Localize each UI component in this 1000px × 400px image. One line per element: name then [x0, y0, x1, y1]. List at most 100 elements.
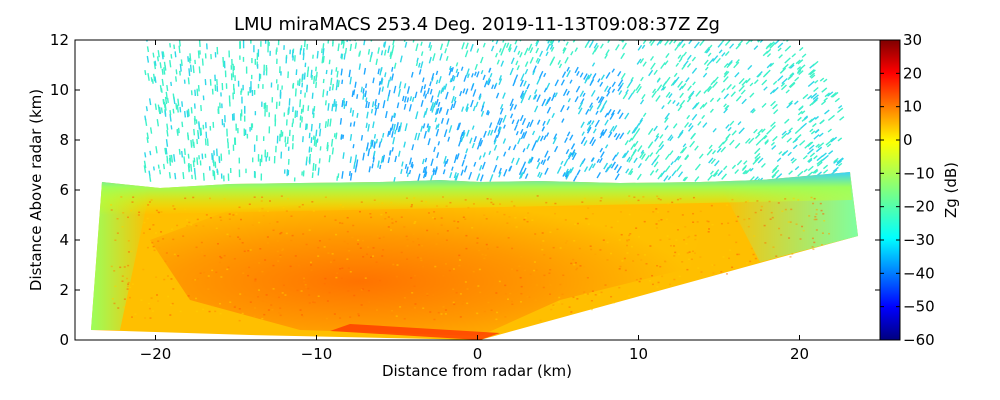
- echo-dash: [537, 171, 541, 177]
- echo-dash: [515, 60, 519, 66]
- cloud-speckle-cell: [812, 202, 815, 205]
- echo-dash: [380, 78, 384, 85]
- cloud-speckle-cell: [770, 211, 773, 214]
- echo-dash: [391, 66, 394, 72]
- echo-dash: [166, 129, 169, 137]
- echo-dash: [716, 97, 721, 102]
- echo-dash: [745, 40, 751, 45]
- echo-dash: [161, 68, 164, 75]
- echo-dash: [618, 90, 623, 95]
- echo-dash: [664, 112, 670, 120]
- cloud-speckle-cell: [195, 310, 198, 313]
- echo-dash: [189, 64, 192, 72]
- echo-dash: [605, 71, 611, 79]
- echo-dash: [179, 63, 182, 72]
- echo-dash: [416, 57, 419, 63]
- cloud-speckle-cell: [382, 236, 385, 238]
- echo-dash: [334, 101, 337, 107]
- echo-dash: [498, 117, 503, 126]
- echo-dash: [637, 145, 643, 152]
- echo-dash: [364, 90, 367, 98]
- echo-dash: [436, 152, 440, 159]
- cloud-speckle-cell: [261, 196, 264, 198]
- echo-dash: [752, 158, 759, 165]
- echo-dash: [448, 65, 452, 71]
- surface-strip: [330, 324, 500, 340]
- echo-dash: [695, 90, 702, 97]
- echo-dash: [566, 90, 570, 96]
- echo-dash: [406, 172, 410, 177]
- cloud-speckle-cell: [526, 220, 529, 223]
- echo-dash: [715, 57, 721, 64]
- echo-dash: [327, 40, 330, 44]
- cloud-speckle-cell: [656, 286, 659, 288]
- echo-dash: [163, 67, 166, 75]
- cloud-speckle-cell: [690, 258, 693, 261]
- echo-dash: [537, 158, 541, 163]
- echo-dash: [168, 172, 171, 179]
- echo-dash: [164, 147, 167, 155]
- cloud-speckle-cell: [815, 218, 818, 221]
- cloud-speckle-cell: [600, 291, 603, 294]
- echo-dash: [159, 169, 162, 175]
- echo-dash: [790, 157, 795, 162]
- echo-dash: [710, 80, 716, 86]
- echo-dash: [631, 126, 637, 134]
- cloud-speckle-cell: [313, 301, 316, 304]
- echo-dash: [663, 117, 669, 123]
- echo-dash: [561, 118, 565, 123]
- echo-dash: [540, 159, 544, 165]
- echo-dash: [605, 144, 609, 149]
- cloud-speckle-cell: [335, 233, 338, 236]
- cloud-speckle-cell: [381, 202, 384, 204]
- cloud-speckle-cell: [219, 312, 222, 315]
- cloud-speckle-cell: [340, 277, 343, 280]
- echo-dash: [529, 119, 534, 128]
- echo-dash: [770, 141, 775, 146]
- echo-dash: [592, 163, 596, 169]
- echo-dash: [200, 127, 203, 136]
- echo-dash: [781, 78, 788, 85]
- echo-dash: [414, 132, 418, 141]
- echo-dash: [183, 111, 187, 118]
- echo-dash: [570, 51, 574, 56]
- cloud-speckle-cell: [281, 249, 284, 252]
- echo-dash: [693, 41, 700, 49]
- cloud-speckle-cell: [391, 222, 394, 224]
- echo-dash: [192, 139, 195, 147]
- echo-dash: [174, 172, 177, 180]
- cloud-speckle-cell: [665, 218, 668, 221]
- echo-dash: [527, 43, 533, 52]
- echo-dash: [815, 146, 823, 153]
- echo-dash: [830, 136, 838, 143]
- cloud-speckle-cell: [258, 289, 261, 291]
- echo-dash: [421, 158, 425, 165]
- cloud-speckle-cell: [266, 242, 269, 244]
- cloud-speckle-cell: [572, 258, 575, 261]
- echo-dash: [786, 102, 793, 109]
- echo-dash: [408, 104, 412, 112]
- echo-dash: [456, 123, 461, 131]
- echo-dash: [521, 117, 526, 126]
- cloud-speckle-cell: [300, 290, 303, 292]
- cloud-speckle-cell: [649, 245, 652, 247]
- cloud-speckle-cell: [746, 200, 749, 202]
- cloud-speckle-cell: [130, 250, 133, 253]
- echo-dash: [688, 125, 694, 132]
- cloud-speckle-cell: [328, 238, 331, 241]
- cloud-speckle-cell: [467, 206, 470, 209]
- echo-dash: [617, 79, 624, 87]
- cloud-speckle-cell: [591, 290, 594, 292]
- x-axis: −20 −10 0 10 20: [140, 40, 809, 363]
- cloud-speckle-cell: [735, 241, 738, 244]
- echo-dash: [166, 159, 169, 164]
- colorbar: [879, 39, 901, 341]
- echo-dash: [810, 74, 816, 79]
- cloud-speckle-cell: [128, 296, 131, 299]
- echo-dash: [612, 124, 618, 132]
- echo-dash: [487, 79, 492, 86]
- echo-dash: [774, 169, 780, 175]
- echo-dash: [437, 141, 441, 146]
- cloud-speckle-cell: [477, 285, 480, 287]
- cloud-speckle-cell: [392, 263, 395, 266]
